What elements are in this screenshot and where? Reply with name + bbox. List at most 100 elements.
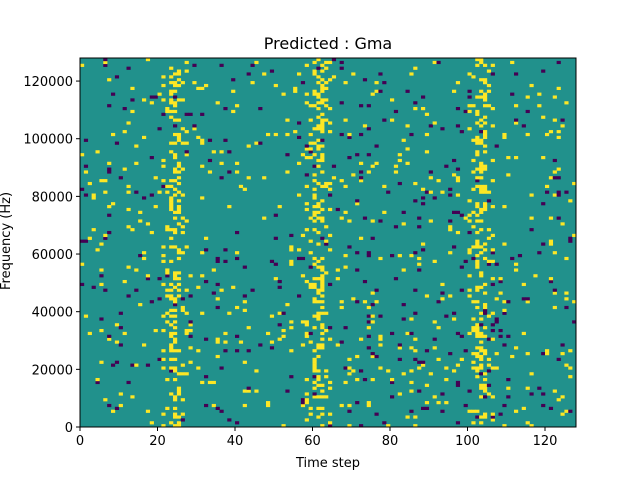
heatmap-cell <box>421 95 426 99</box>
heatmap-cell <box>424 294 430 298</box>
heatmap-cell <box>328 107 333 111</box>
heatmap-cell <box>114 75 120 79</box>
heatmap-cell <box>169 308 174 312</box>
heatmap-cell <box>401 317 406 321</box>
heatmap-cell <box>514 121 519 125</box>
heatmap-cell <box>312 282 317 287</box>
heatmap-cell <box>173 179 178 183</box>
heatmap-cell <box>347 135 352 140</box>
heatmap-cell <box>211 380 216 385</box>
heatmap-cell <box>235 161 240 165</box>
heatmap-cell <box>506 156 511 160</box>
heatmap-cell <box>176 372 182 376</box>
heatmap-cell <box>95 380 100 385</box>
heatmap-cell <box>355 251 360 255</box>
heatmap-cell <box>173 285 178 289</box>
heatmap-cell <box>153 328 158 333</box>
heatmap-cell <box>490 337 495 341</box>
heatmap-cell <box>184 219 189 223</box>
heatmap-cell <box>529 228 534 232</box>
heatmap-cell <box>192 124 197 128</box>
heatmap-cell <box>339 101 344 105</box>
heatmap-cell <box>308 406 313 410</box>
heatmap-cell <box>173 228 178 232</box>
heatmap-cell <box>328 380 333 385</box>
heatmap-cell <box>273 277 278 281</box>
heatmap-cell <box>359 104 364 108</box>
heatmap-cell <box>483 334 488 338</box>
heatmap-cell <box>134 268 139 272</box>
heatmap-cell <box>572 233 577 238</box>
heatmap-cell <box>475 305 480 310</box>
heatmap-cell <box>80 282 85 287</box>
heatmap-cell <box>320 184 325 189</box>
heatmap-cell <box>130 395 135 399</box>
x-tick-label: 20 <box>149 434 166 449</box>
heatmap-cell <box>285 132 290 137</box>
heatmap-cell <box>424 406 430 410</box>
heatmap-cell <box>506 377 511 382</box>
heatmap-cell <box>483 349 488 353</box>
heatmap-cell <box>471 225 476 229</box>
heatmap-cell <box>463 349 468 353</box>
heatmap-cell <box>525 421 530 425</box>
heatmap-cell <box>483 164 488 168</box>
heatmap-cell <box>316 277 321 281</box>
heatmap-cell <box>401 222 406 226</box>
heatmap-cell <box>289 375 294 379</box>
heatmap-cell <box>176 248 182 252</box>
heatmap-cell <box>397 181 402 186</box>
heatmap-cell <box>483 395 488 399</box>
heatmap-cell <box>173 83 178 88</box>
heatmap-cell <box>355 202 360 206</box>
heatmap-cell <box>176 69 182 73</box>
heatmap-cell <box>471 421 476 425</box>
heatmap-cell <box>111 202 116 206</box>
heatmap-cell <box>362 279 368 284</box>
heatmap-cell <box>486 199 492 203</box>
heatmap-cell <box>413 349 418 353</box>
heatmap-cell <box>479 138 484 142</box>
heatmap-cell <box>277 205 282 209</box>
heatmap-cell <box>483 78 488 82</box>
heatmap-cell <box>370 377 375 382</box>
heatmap-cell <box>529 392 534 396</box>
heatmap-cell <box>173 132 178 137</box>
heatmap-cell <box>483 383 488 387</box>
heatmap-cell <box>362 78 368 82</box>
heatmap-cell <box>320 138 325 142</box>
heatmap-cell <box>498 279 503 284</box>
heatmap-cell <box>413 288 418 292</box>
heatmap-cell <box>176 161 182 165</box>
heatmap-cell <box>316 202 321 206</box>
heatmap-cell <box>138 210 143 214</box>
heatmap-cell <box>347 132 352 137</box>
heatmap-cell <box>165 311 170 315</box>
heatmap-cell <box>118 392 123 396</box>
heatmap-cell <box>316 75 321 79</box>
heatmap-cell <box>238 340 244 344</box>
heatmap-cell <box>184 60 189 65</box>
heatmap-cell <box>471 75 476 79</box>
heatmap-cell <box>432 346 437 350</box>
heatmap-cell <box>169 199 174 203</box>
heatmap-cell <box>455 81 461 85</box>
heatmap-cell <box>545 184 550 189</box>
heatmap-cell <box>448 294 453 298</box>
heatmap-cell <box>552 291 557 295</box>
heatmap-cell <box>204 279 209 284</box>
heatmap-cell <box>347 409 352 413</box>
heatmap-cell <box>161 83 166 88</box>
heatmap-cell <box>173 277 178 281</box>
heatmap-cell <box>173 395 178 399</box>
heatmap-cell <box>475 230 480 235</box>
heatmap-cell <box>219 366 224 370</box>
heatmap-cell <box>134 363 139 367</box>
heatmap-cell <box>556 190 561 194</box>
heatmap-cell <box>467 219 472 223</box>
heatmap-cell <box>331 75 337 79</box>
heatmap-cell <box>312 395 317 399</box>
heatmap-cell <box>413 415 418 419</box>
heatmap-cell <box>432 320 437 324</box>
heatmap-cell <box>173 424 178 428</box>
